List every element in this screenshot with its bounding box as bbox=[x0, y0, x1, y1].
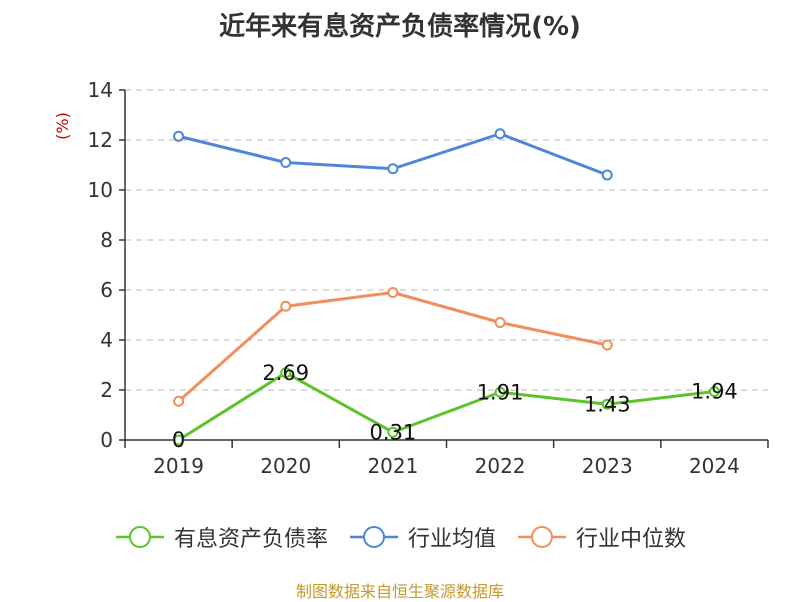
x-tick-label: 2020 bbox=[260, 454, 311, 478]
axes: 0 2 4 6 8 10 12 14 2019 2020 2021 2022 2023 2024 bbox=[88, 78, 769, 478]
legend-item[interactable]: 有息资产负债率 bbox=[114, 521, 328, 553]
y-tick-label: 14 bbox=[88, 78, 113, 102]
data-label: 0 bbox=[172, 428, 185, 452]
x-tick-label: 2021 bbox=[367, 454, 418, 478]
data-point bbox=[280, 157, 292, 168]
data-point bbox=[280, 300, 292, 312]
legend-item[interactable]: 行业均值 bbox=[348, 521, 496, 553]
grid-lines bbox=[125, 89, 768, 391]
x-tick-label: 2024 bbox=[689, 454, 740, 478]
series-line bbox=[177, 371, 715, 442]
series-line bbox=[177, 291, 608, 403]
x-tick-label: 2019 bbox=[153, 454, 204, 478]
data-point bbox=[387, 426, 399, 438]
y-tick-label: 6 bbox=[100, 278, 113, 302]
data-point bbox=[494, 386, 506, 398]
source-note: 制图数据来自恒生聚源数据库 bbox=[295, 582, 504, 601]
data-label: 1.43 bbox=[584, 392, 631, 416]
legend-swatch bbox=[349, 526, 398, 548]
x-tick-label: 2023 bbox=[582, 454, 633, 478]
data-point bbox=[173, 395, 185, 407]
legend-item[interactable]: 行业中位数 bbox=[516, 521, 686, 553]
y-tick-label: 2 bbox=[100, 378, 113, 402]
legend-label: 有息资产负债率 bbox=[173, 527, 328, 552]
data-point bbox=[387, 287, 399, 298]
data-point bbox=[601, 398, 613, 410]
legend-swatch-marker bbox=[362, 526, 385, 548]
data-label: 1.91 bbox=[477, 380, 524, 404]
data-point bbox=[494, 317, 506, 328]
y-axis-label: (%) bbox=[53, 112, 72, 140]
data-point bbox=[601, 169, 613, 181]
data-point bbox=[173, 434, 185, 446]
data-point bbox=[601, 339, 613, 351]
legend-swatch-marker bbox=[128, 526, 151, 548]
data-point bbox=[387, 163, 399, 175]
data-point bbox=[173, 130, 185, 142]
series-lines bbox=[173, 128, 720, 446]
y-tick-label: 8 bbox=[100, 228, 113, 252]
y-tick-label: 10 bbox=[88, 178, 113, 202]
chart-title: 近年来有息资产负债率情况(%) bbox=[219, 12, 581, 42]
data-label: 2.69 bbox=[262, 361, 309, 385]
y-tick-label: 0 bbox=[100, 428, 113, 452]
data-point bbox=[280, 367, 292, 379]
y-tick-label: 12 bbox=[88, 128, 113, 152]
legend-label: 行业均值 bbox=[407, 527, 496, 552]
data-label: 0.31 bbox=[370, 420, 417, 444]
data-point bbox=[494, 128, 506, 140]
legend-swatch bbox=[518, 526, 566, 548]
legend-swatch-marker bbox=[531, 526, 553, 548]
data-point bbox=[708, 386, 720, 397]
legend-swatch bbox=[115, 526, 164, 548]
data-label: 1.94 bbox=[691, 380, 738, 404]
legend-label: 行业中位数 bbox=[576, 527, 687, 552]
y-tick-label: 4 bbox=[100, 328, 113, 352]
data-labels: 0 2.69 0.31 1.91 1.43 1.94 bbox=[172, 361, 738, 452]
x-tick-label: 2022 bbox=[475, 454, 526, 478]
legend: 有息资产负债率 行业均值 行业中位数 bbox=[0, 520, 800, 554]
